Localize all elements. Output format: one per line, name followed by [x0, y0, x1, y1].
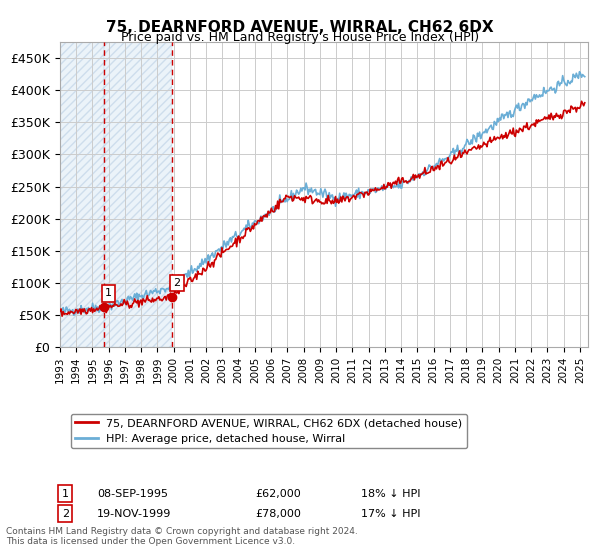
Text: Price paid vs. HM Land Registry's House Price Index (HPI): Price paid vs. HM Land Registry's House …	[121, 31, 479, 44]
Bar	[104, 42, 172, 347]
Legend: 75, DEARNFORD AVENUE, WIRRAL, CH62 6DX (detached house), HPI: Average price, det: 75, DEARNFORD AVENUE, WIRRAL, CH62 6DX (…	[71, 414, 467, 448]
Text: 18% ↓ HPI: 18% ↓ HPI	[361, 489, 421, 499]
Text: £62,000: £62,000	[256, 489, 301, 499]
Text: Contains HM Land Registry data © Crown copyright and database right 2024.
This d: Contains HM Land Registry data © Crown c…	[6, 526, 358, 546]
Text: 19-NOV-1999: 19-NOV-1999	[97, 508, 172, 519]
Text: 75, DEARNFORD AVENUE, WIRRAL, CH62 6DX: 75, DEARNFORD AVENUE, WIRRAL, CH62 6DX	[106, 20, 494, 35]
Bar	[60, 42, 104, 347]
Text: 1: 1	[105, 288, 112, 298]
Text: 08-SEP-1995: 08-SEP-1995	[97, 489, 168, 499]
Text: 2: 2	[62, 508, 69, 519]
Text: 2: 2	[173, 278, 181, 288]
Text: £78,000: £78,000	[256, 508, 301, 519]
Text: 17% ↓ HPI: 17% ↓ HPI	[361, 508, 421, 519]
Text: 1: 1	[62, 489, 69, 499]
